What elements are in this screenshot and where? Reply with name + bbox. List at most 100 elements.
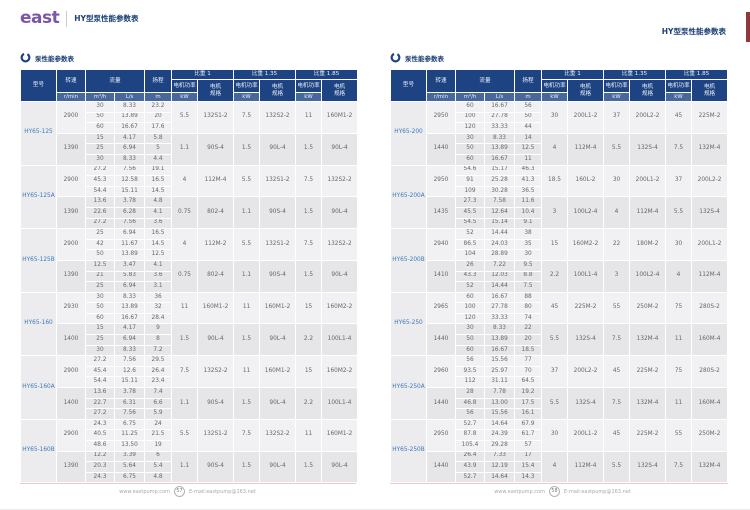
motor-power-cell: 7.5 bbox=[665, 132, 693, 166]
pump-parameters-table: 型号 转速 流量 扬程 比重 1 比重 1.35 比重 1.85 电机功率 电机 规格 电机功率电… bbox=[20, 69, 359, 484]
motor-power-cell: 4 bbox=[541, 450, 569, 484]
speed-cell: 1390 bbox=[56, 196, 86, 230]
flow-m3h-cell: 24.3 bbox=[85, 418, 115, 431]
head-cell: 9.1 bbox=[514, 217, 543, 230]
head-cell: 6 bbox=[144, 450, 173, 463]
flow-m3h-cell: 27.2 bbox=[85, 217, 115, 230]
unit-head: m bbox=[144, 92, 173, 102]
table-row: 1390 12.5 3.47 4.1 0.75 802-4 1.1 90S-4 1.5 90L-4 bbox=[21, 259, 359, 293]
motor-spec-cell: 225M-2 bbox=[629, 418, 667, 452]
flow-ls-cell: 7.33 bbox=[483, 450, 516, 463]
flow-ls-cell: 25.28 bbox=[483, 175, 516, 187]
table-row: 24.3 6.75 4.8 bbox=[21, 471, 358, 484]
unit-motor-power: kW bbox=[541, 92, 569, 102]
flow-ls-cell: 15.11 bbox=[113, 376, 146, 389]
flow-ls-cell: 33.33 bbox=[483, 312, 516, 325]
flow-m3h-cell: 40.5 bbox=[85, 429, 115, 441]
brand-header: east HY型泵性能参数表 bbox=[20, 10, 138, 27]
speed-cell: 1390 bbox=[56, 259, 86, 293]
head-cell: 64.5 bbox=[514, 376, 543, 389]
head-cell: 77 bbox=[514, 355, 543, 367]
table-row: 22.7 6.31 6.6 bbox=[21, 397, 358, 410]
motor-power-cell: 15 bbox=[541, 228, 569, 261]
col-header-gravity: 比重 1.35 bbox=[233, 69, 297, 80]
table-row: 1410 26 7.22 9.5 2.2 100L1-4 3 100L2-4 4 112M-4 bbox=[391, 259, 729, 293]
motor-power-cell: 11 bbox=[233, 355, 261, 389]
flow-ls-cell: 13.00 bbox=[483, 397, 516, 410]
motor-power-cell: 55 bbox=[665, 418, 693, 452]
motor-power-cell: 55 bbox=[603, 291, 631, 325]
motor-power-cell: 7.5 bbox=[295, 164, 323, 198]
motor-spec-cell: 90S-4 bbox=[197, 132, 235, 166]
model-name-cell: HY65-200A bbox=[390, 164, 427, 230]
motor-spec-cell: 160M2-2 bbox=[321, 291, 359, 325]
flow-ls-cell: 12.58 bbox=[113, 175, 146, 187]
page-footer: www.eastpump.com 57 E-mail:eastpump@163.… bbox=[0, 486, 375, 497]
head-cell: 3.1 bbox=[144, 281, 173, 293]
head-cell: 61.7 bbox=[514, 429, 543, 441]
motor-spec-cell: 200L1-2 bbox=[567, 418, 605, 452]
motor-power-cell: 5.5 bbox=[233, 164, 261, 198]
motor-power-cell: 1.5 bbox=[295, 259, 323, 293]
motor-power-cell: 1.5 bbox=[171, 323, 199, 357]
flow-m3h-cell: 15 bbox=[85, 132, 115, 145]
flow-ls-cell: 8.33 bbox=[113, 101, 146, 113]
flow-ls-cell: 16.67 bbox=[483, 101, 516, 113]
motor-spec-cell: 100L1-4 bbox=[567, 259, 605, 293]
col-header-motor-spec: 电机 规格 bbox=[691, 79, 729, 102]
flow-ls-cell: 14.64 bbox=[483, 471, 516, 484]
head-cell: 4.1 bbox=[144, 259, 173, 272]
flow-m3h-cell: 25 bbox=[85, 334, 115, 346]
head-cell: 41.3 bbox=[514, 175, 543, 187]
flow-ls-cell: 8.33 bbox=[483, 132, 516, 145]
motor-power-cell: 4 bbox=[541, 132, 569, 166]
unit-head: m bbox=[514, 92, 543, 102]
flow-ls-cell: 11.25 bbox=[113, 429, 146, 441]
motor-spec-cell: 100L1-4 bbox=[321, 323, 359, 357]
flow-m3h-cell: 42 bbox=[85, 238, 115, 251]
flow-m3h-cell: 30 bbox=[85, 344, 115, 357]
head-cell: 23.2 bbox=[144, 101, 173, 113]
speed-cell: 2900 bbox=[56, 228, 86, 261]
flow-m3h-cell: 45.3 bbox=[85, 175, 115, 187]
motor-spec-cell: 160M1-2 bbox=[321, 101, 359, 134]
motor-power-cell: 5.5 bbox=[233, 228, 261, 261]
motor-spec-cell: 200L2-2 bbox=[567, 355, 605, 389]
head-cell: 11 bbox=[514, 153, 543, 166]
flow-m3h-cell: 54.4 bbox=[85, 185, 115, 198]
header-divider bbox=[66, 10, 68, 27]
motor-power-cell: 4 bbox=[665, 259, 693, 293]
head-cell: 19 bbox=[144, 440, 173, 452]
motor-spec-cell: 160M1-2 bbox=[259, 291, 297, 325]
head-cell: 7.5 bbox=[514, 281, 543, 293]
head-cell: 3.6 bbox=[144, 217, 173, 230]
table-row: HY65-160 2930 30 8.33 36 11 160M1-2 11 160M1-2 15… bbox=[20, 291, 359, 357]
flow-ls-cell: 28.89 bbox=[483, 249, 516, 261]
motor-power-cell: 45 bbox=[603, 418, 631, 452]
motor-spec-cell: 160M-4 bbox=[691, 323, 729, 357]
motor-spec-cell: 90S-4 bbox=[259, 196, 297, 230]
motor-power-cell: 1.1 bbox=[233, 259, 261, 293]
flow-m3h-cell: 86.5 bbox=[455, 238, 485, 251]
flow-m3h-cell: 105.4 bbox=[455, 440, 485, 452]
table-row: 54.4 15.11 23.4 bbox=[21, 376, 358, 389]
flow-m3h-cell: 50 bbox=[455, 334, 485, 346]
table-row: 120 33.33 74 bbox=[391, 312, 728, 325]
motor-spec-cell: 90L-4 bbox=[259, 450, 297, 484]
speed-cell: 1400 bbox=[56, 323, 86, 357]
table-row: 27.2 7.56 5.9 bbox=[21, 408, 358, 420]
section-header: 泵性能参数表 bbox=[390, 52, 444, 63]
head-cell: 4.4 bbox=[144, 153, 173, 166]
motor-power-cell: 7.5 bbox=[295, 228, 323, 261]
unit-motor-power: kW bbox=[295, 92, 323, 102]
head-cell: 9.5 bbox=[514, 259, 543, 272]
flow-m3h-cell: 22.7 bbox=[85, 397, 115, 410]
head-cell: 20 bbox=[514, 334, 543, 346]
section-title: 泵性能参数表 bbox=[405, 54, 444, 63]
head-cell: 17.5 bbox=[514, 397, 543, 410]
motor-spec-cell: 100L2-4 bbox=[629, 259, 667, 293]
flow-m3h-cell: 104 bbox=[455, 249, 485, 261]
unit-speed: r/min bbox=[426, 92, 456, 102]
flow-ls-cell: 11.67 bbox=[113, 238, 146, 251]
flow-ls-cell: 3.78 bbox=[113, 196, 146, 208]
